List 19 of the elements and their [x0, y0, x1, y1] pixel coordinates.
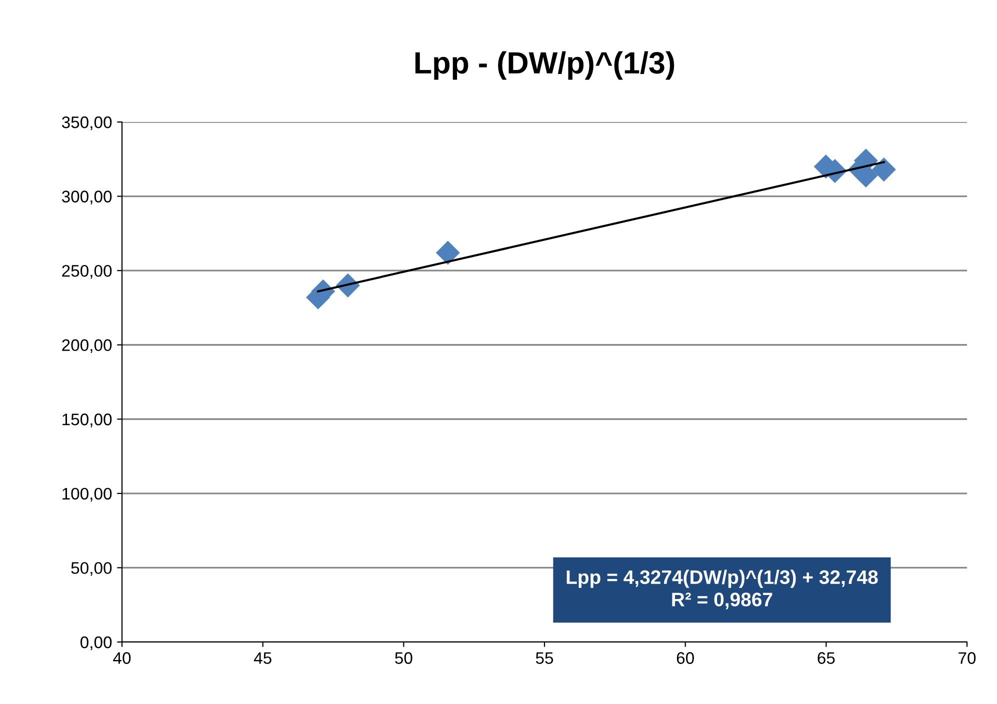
point — [436, 240, 460, 265]
y-tick-label: 350,00 — [62, 116, 112, 130]
y-tick-label: 300,00 — [62, 190, 112, 204]
y-tick-label: 0,00 — [80, 636, 112, 650]
y-tick-label: 150,00 — [62, 414, 112, 428]
annotation: Lpp = 4,3274(DW/p)^(1/3) + 32,748 R² = 0,9867 — [566, 570, 878, 610]
y-tick-label: 200,00 — [62, 339, 112, 354]
x-tick-label: 45 — [254, 652, 272, 664]
x-tick-label: 40 — [113, 652, 131, 664]
x-tick-label: 60 — [676, 652, 694, 664]
y-tick-label: 100,00 — [62, 488, 112, 502]
y-tick-label: 250,00 — [62, 264, 112, 279]
x-tick-label: 50 — [395, 652, 412, 664]
x-tick-label: 70 — [958, 652, 976, 664]
x-tick-label: 55 — [536, 652, 554, 664]
point — [872, 158, 896, 182]
x-tick-label: 65 — [818, 652, 835, 664]
chart-title: Lpp - (DW/p)^(1/3) — [415, 51, 674, 80]
y-tick-label: 50,00 — [71, 562, 112, 576]
